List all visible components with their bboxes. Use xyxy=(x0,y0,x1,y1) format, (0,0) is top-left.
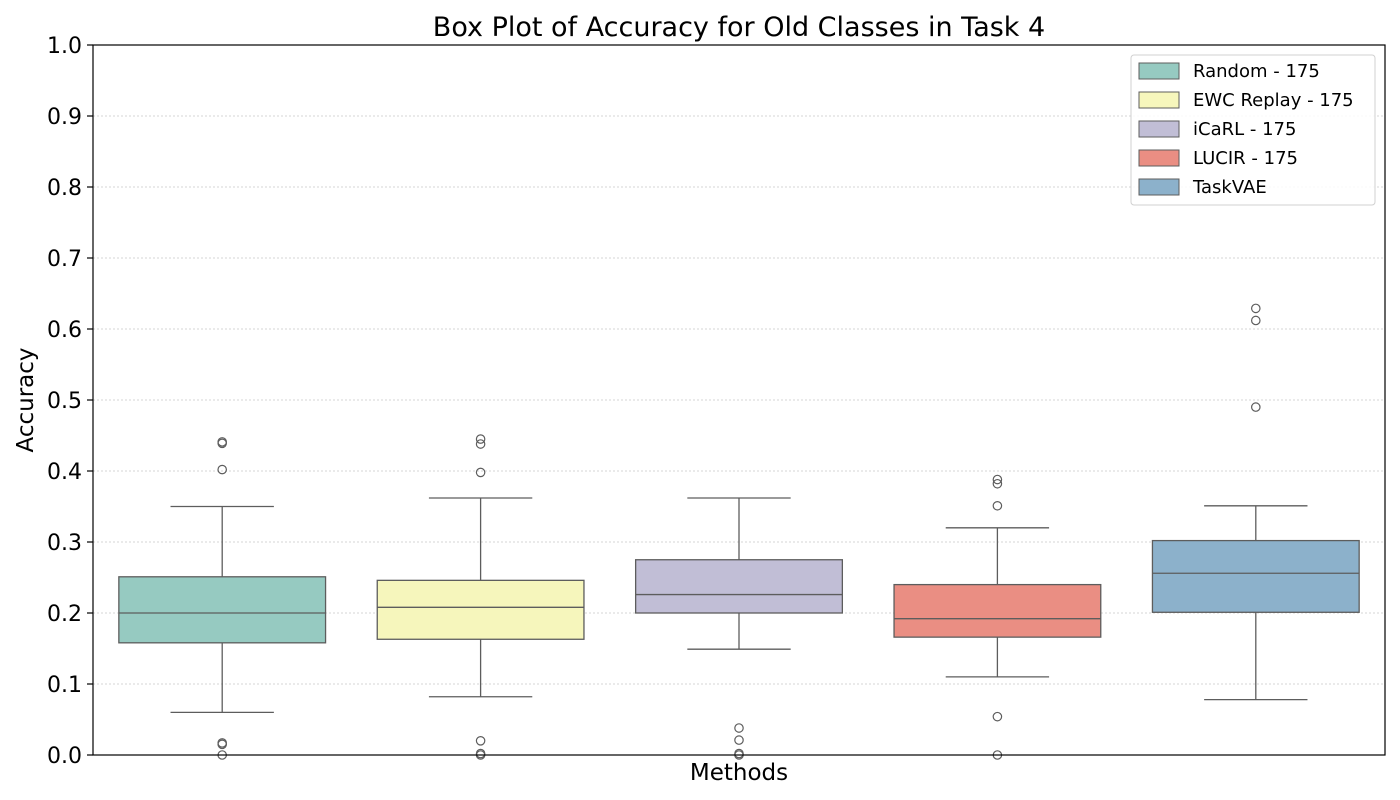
legend-swatch xyxy=(1138,178,1180,196)
x-axis-label: Methods xyxy=(690,760,788,786)
outlier-point xyxy=(992,711,1003,722)
outlier-point xyxy=(475,434,486,444)
outlier-point xyxy=(475,735,486,746)
y-tick-label: 0.2 xyxy=(47,602,82,627)
outlier-point xyxy=(734,735,744,745)
y-tick-label: 0.4 xyxy=(47,460,82,485)
iqr-box xyxy=(634,559,844,614)
legend-swatch xyxy=(1138,120,1180,138)
y-tick-label: 0.7 xyxy=(47,247,82,272)
outlier-point xyxy=(734,748,744,759)
outlier-point xyxy=(1251,303,1261,314)
box-taskvae xyxy=(1151,303,1360,701)
box-series xyxy=(118,303,1360,760)
box-random-175 xyxy=(118,437,327,760)
outlier-point xyxy=(475,439,486,449)
outlier-point xyxy=(217,437,227,447)
legend-label: iCaRL - 175 xyxy=(1193,119,1296,140)
y-axis-ticks: 0.0 0.1 0.2 0.3 0.4 0.5 0.6 0.7 0.8 0.9 1.0 xyxy=(47,34,93,769)
y-tick-label: 0.6 xyxy=(47,318,82,343)
outlier-point xyxy=(217,738,227,748)
legend: Random - 175 EWC Replay - 175 iCaRL - 175 L… xyxy=(1130,54,1376,206)
legend-swatch xyxy=(1138,149,1180,167)
iqr-box xyxy=(893,583,1102,638)
y-axis-label: Accuracy xyxy=(13,347,39,452)
iqr-box xyxy=(376,579,585,640)
outlier-point xyxy=(1251,315,1261,326)
outlier-point xyxy=(475,467,486,478)
legend-label: EWC Replay - 175 xyxy=(1193,90,1354,111)
y-tick-label: 0.1 xyxy=(47,673,82,698)
legend-swatch xyxy=(1138,62,1180,80)
outlier-point xyxy=(1251,402,1261,412)
box-ewc-replay-175 xyxy=(376,434,585,760)
iqr-box xyxy=(118,576,327,644)
outlier-point xyxy=(992,500,1003,511)
legend-label: LUCIR - 175 xyxy=(1193,148,1298,169)
legend-label: TaskVAE xyxy=(1192,177,1267,198)
outlier-point xyxy=(992,474,1003,485)
legend-frame xyxy=(1130,54,1376,206)
y-tick-label: 0.9 xyxy=(47,105,82,130)
chart-title: Box Plot of Accuracy for Old Classes in … xyxy=(433,12,1045,43)
legend-label: Random - 175 xyxy=(1193,61,1320,82)
outlier-point xyxy=(734,723,744,733)
y-tick-label: 0.5 xyxy=(47,389,82,414)
outlier-point xyxy=(217,464,227,475)
iqr-box xyxy=(1151,539,1360,613)
y-tick-label: 0.3 xyxy=(47,531,82,556)
legend-swatch xyxy=(1138,91,1180,109)
y-tick-label: 0.0 xyxy=(47,744,82,769)
y-tick-label: 0.8 xyxy=(47,176,82,201)
box-icarl-175 xyxy=(634,497,844,760)
box-lucir-175 xyxy=(893,474,1102,760)
outlier-point xyxy=(475,748,486,759)
outlier-point xyxy=(992,478,1003,489)
y-tick-label: 1.0 xyxy=(47,34,82,59)
